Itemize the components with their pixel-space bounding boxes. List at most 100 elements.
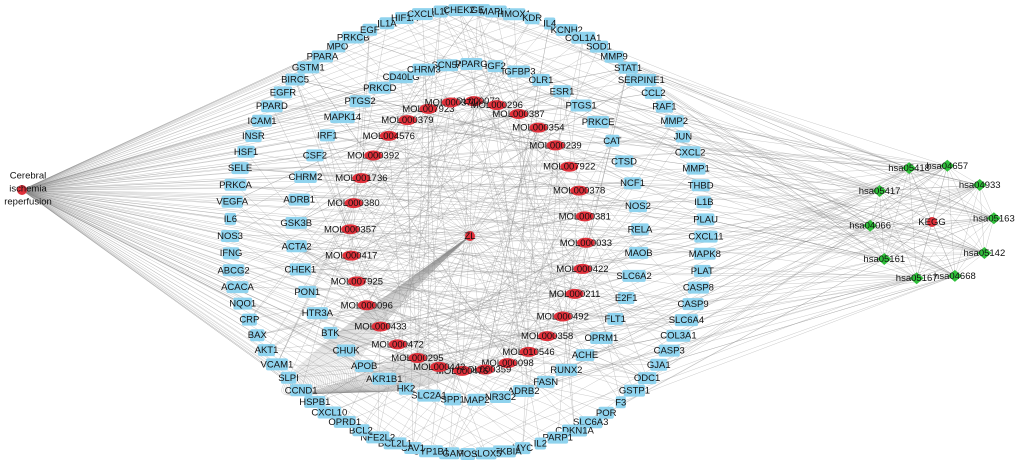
- target-node: [224, 178, 247, 191]
- edge: [296, 246, 357, 282]
- edge: [300, 269, 917, 279]
- target-node: [250, 329, 265, 342]
- edge: [21, 176, 306, 191]
- target-label: CHRM2: [289, 172, 323, 183]
- target-label: MMP2: [661, 116, 688, 127]
- edge: [397, 318, 616, 345]
- edge: [361, 67, 629, 179]
- edge: [484, 91, 563, 370]
- compound-node: [453, 365, 472, 376]
- compound-node: [347, 276, 366, 287]
- edge: [21, 189, 694, 305]
- pathway-node: [902, 162, 917, 175]
- edge: [288, 120, 408, 378]
- edge: [21, 185, 701, 191]
- target-node: [319, 129, 335, 142]
- target-node: [388, 71, 414, 84]
- target-node: [512, 384, 535, 397]
- edge: [285, 235, 471, 396]
- edge: [417, 235, 471, 359]
- target-label: CHEK1: [284, 264, 316, 275]
- target-label: CXCL10: [311, 407, 347, 418]
- edges: [21, 9, 995, 455]
- target-node: [514, 442, 531, 455]
- target-node: [448, 4, 470, 17]
- edge: [283, 235, 471, 396]
- edge: [346, 184, 980, 351]
- edge: [637, 205, 985, 254]
- edge: [305, 145, 556, 178]
- edge: [21, 120, 263, 191]
- edge: [257, 184, 980, 336]
- edge: [317, 293, 575, 314]
- target-node: [485, 5, 507, 18]
- edge: [384, 216, 585, 379]
- compound-label: MOL000354: [512, 123, 564, 134]
- edge: [407, 120, 471, 237]
- edge: [351, 235, 471, 256]
- target-label: KCNH2: [551, 25, 583, 36]
- target-node: [674, 314, 699, 327]
- edge: [231, 225, 871, 254]
- edge: [469, 235, 529, 352]
- edge: [21, 105, 582, 191]
- target-node: [226, 281, 249, 294]
- edge: [931, 165, 948, 223]
- edge: [351, 29, 371, 256]
- edge: [21, 9, 460, 191]
- target-label: E2F1: [615, 293, 638, 304]
- edge: [327, 108, 429, 136]
- target-label: BTK: [321, 328, 340, 339]
- edge: [916, 221, 933, 279]
- target-node: [532, 73, 550, 86]
- edge: [469, 190, 580, 237]
- edge: [249, 108, 429, 320]
- edge: [582, 219, 706, 270]
- disease-label: ischemia: [9, 184, 47, 195]
- target-label: OPRM1: [585, 333, 619, 344]
- edge: [428, 65, 496, 110]
- edge: [237, 286, 575, 295]
- compound-node: [573, 263, 592, 274]
- compound-label: MOL000295: [391, 353, 443, 364]
- target-node: [524, 12, 540, 25]
- edge: [704, 190, 880, 254]
- edge: [439, 205, 639, 368]
- target-label: AKT1: [255, 345, 279, 356]
- target-label: EGF: [360, 25, 380, 36]
- target-node: [224, 212, 237, 225]
- target-node: [686, 162, 706, 175]
- edge: [232, 167, 910, 202]
- edge: [579, 190, 707, 237]
- compound-label: MOL000211: [549, 289, 601, 300]
- target-node: [317, 406, 342, 419]
- target-node: [475, 447, 497, 460]
- edge: [869, 225, 917, 279]
- edge: [21, 151, 247, 191]
- target-node: [637, 372, 657, 385]
- edge: [469, 127, 539, 237]
- edge: [428, 108, 430, 396]
- target-label: CHRM3: [407, 65, 441, 76]
- edge: [879, 165, 948, 192]
- target-label: IL10: [431, 6, 450, 17]
- target-label: HSF1: [234, 147, 258, 158]
- compound-label: MOL000296: [471, 100, 523, 111]
- edge: [407, 119, 625, 162]
- edge: [21, 189, 432, 452]
- edge: [522, 145, 556, 449]
- compound-label: MOL000472: [371, 339, 423, 350]
- target-node: [507, 65, 530, 78]
- edge: [884, 252, 985, 260]
- target-label: COL3A1: [660, 331, 696, 342]
- target-node: [330, 111, 355, 124]
- edge: [287, 235, 471, 396]
- edge: [327, 135, 885, 260]
- pathway-node: [909, 272, 924, 285]
- edge: [356, 281, 616, 320]
- edge: [276, 135, 390, 365]
- edge: [916, 184, 980, 279]
- edge: [330, 102, 452, 333]
- target-node: [493, 445, 516, 458]
